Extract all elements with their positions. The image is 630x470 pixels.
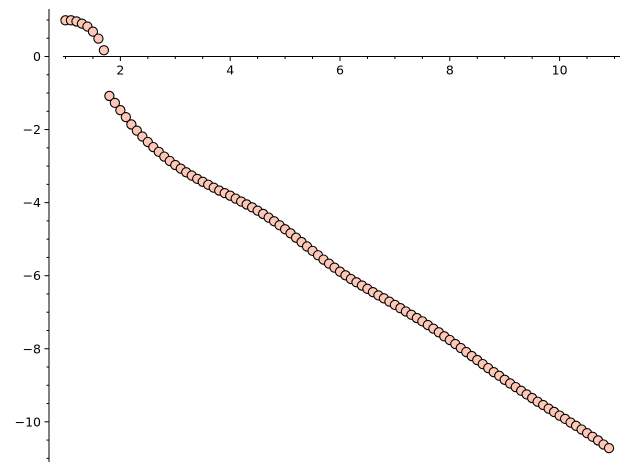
y-tick-label: −4 — [23, 195, 41, 210]
data-points — [60, 15, 615, 454]
data-point — [115, 105, 126, 116]
y-tick-label: −2 — [23, 122, 41, 137]
y-tick-label: 0 — [33, 49, 41, 64]
x-tick-label: 8 — [446, 62, 454, 77]
y-tick-label: −10 — [15, 414, 41, 429]
data-point — [104, 90, 115, 102]
x-tick-label: 4 — [226, 62, 234, 77]
data-point — [120, 111, 132, 123]
x-tick-label: 6 — [336, 62, 344, 77]
y-tick-label: −6 — [23, 268, 41, 283]
data-point — [87, 26, 99, 37]
data-point — [93, 33, 104, 44]
data-point — [603, 442, 615, 454]
axes: 2 4 6 8 10 0 −2 −4 −6 −8 −10 — [15, 9, 620, 462]
data-point — [109, 97, 121, 109]
y-tick-label: −8 — [23, 341, 41, 356]
data-point — [98, 45, 110, 56]
x-tick-label: 2 — [116, 62, 124, 77]
x-tick-label: 10 — [552, 62, 568, 77]
